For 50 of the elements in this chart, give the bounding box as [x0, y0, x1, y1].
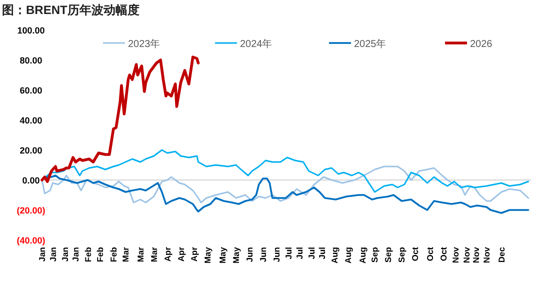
x-tick-label: Oct — [424, 246, 435, 262]
x-tick-label: Jul — [294, 247, 304, 260]
y-tick-label: 80.00 — [20, 56, 42, 66]
x-tick-label: Jan — [70, 247, 81, 262]
y-tick-label: 100.00 — [17, 26, 45, 36]
x-tick-label: Jul — [306, 247, 316, 260]
x-tick-label: Jun — [244, 247, 254, 262]
y-tick-label: 20.00 — [20, 146, 42, 156]
legend-label: 2025年 — [354, 38, 386, 50]
x-tick-label: Oct — [438, 246, 448, 262]
x-tick-label: Sep — [370, 247, 380, 263]
x-tick-label: Jun — [271, 247, 282, 262]
x-tick-label: Nov — [482, 246, 492, 264]
x-tick-label: Nov — [461, 246, 472, 264]
legend-label: 2023年 — [128, 38, 160, 50]
x-tick-label: Feb — [108, 247, 118, 262]
legend-label: 2024年 — [240, 38, 272, 50]
y-tick-label: 0.00 — [22, 176, 40, 186]
x-tick-label: Aug — [358, 247, 368, 264]
x-tick-label: Oct — [410, 246, 420, 262]
x-tick-label: May — [230, 246, 241, 264]
y-tick-label: (40.00) — [16, 236, 46, 246]
y-tick-label: 60.00 — [20, 86, 42, 96]
x-tick-label: Apr — [189, 246, 200, 262]
x-tick-label: Jun — [258, 247, 268, 262]
x-tick-label: Mar — [120, 246, 131, 262]
x-tick-label: Jul — [317, 247, 328, 260]
legend-label: 2026 — [470, 39, 493, 50]
x-tick-label: Dec — [496, 246, 506, 263]
x-tick-label: Nov — [470, 246, 481, 264]
x-tick-label: Jan — [37, 247, 47, 262]
title: 图：BRENT历年波动幅度 — [2, 3, 140, 17]
y-tick-label: (20.00) — [16, 206, 46, 216]
x-tick-label: Aug — [342, 247, 353, 264]
x-tick-label: Feb — [82, 247, 93, 262]
x-tick-label: Mar — [148, 246, 159, 262]
y-tick-label: 40.00 — [20, 116, 42, 126]
x-tick-label: Sep — [396, 247, 407, 263]
x-tick-label: Sep — [383, 247, 394, 263]
x-tick-label: Nov — [450, 246, 461, 264]
x-tick-label: Jan — [48, 247, 58, 262]
x-tick-label: Jan — [60, 247, 70, 262]
x-tick-label: Aug — [329, 247, 340, 264]
x-tick-label: Jul — [284, 247, 294, 260]
x-tick-label: Apr — [162, 246, 172, 262]
x-tick-label: Mar — [135, 246, 146, 262]
x-tick-label: May — [218, 246, 228, 264]
x-tick-label: Feb — [94, 247, 105, 262]
x-tick-label: May — [202, 246, 213, 264]
x-tick-label: Apr — [176, 246, 186, 262]
